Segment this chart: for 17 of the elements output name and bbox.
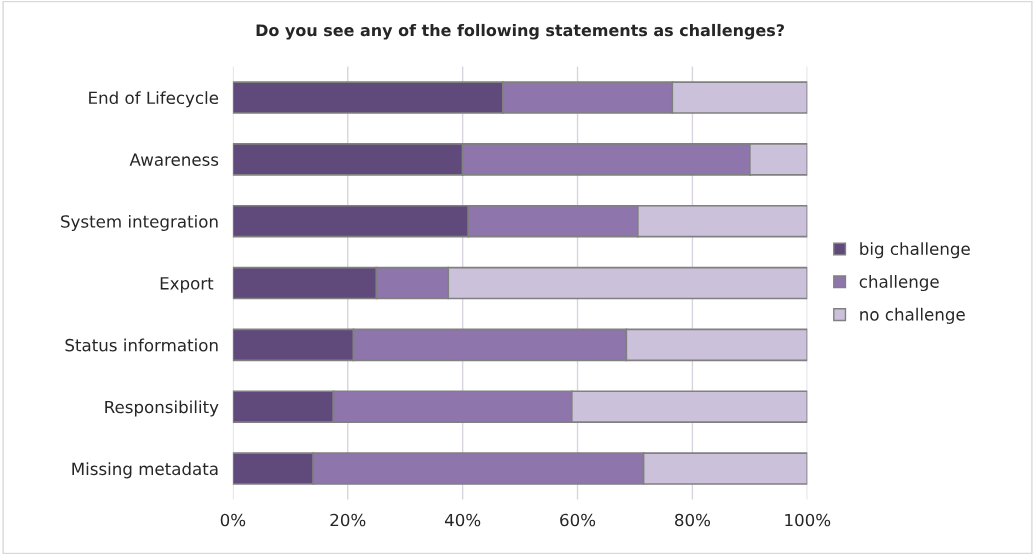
y-tick-label: Awareness [129, 153, 219, 166]
y-tick-label: End of Lifecycle [89, 91, 219, 108]
x-tick-label: 20% [330, 513, 366, 527]
y-tick-label: Missing metadata [72, 462, 218, 479]
x-tick-label: 80% [675, 513, 711, 527]
chart-title: Do you see any of the following statements as challenges? [256, 23, 784, 40]
legend-label: no challenge [860, 307, 965, 324]
y-tick-label: Status information [65, 338, 218, 352]
legend-label: challenge [859, 274, 939, 292]
x-tick-label: 0% [220, 513, 246, 527]
x-tick-label: 60% [560, 513, 596, 527]
legend-label: big challenge [860, 242, 970, 259]
x-tick-label: 40% [444, 513, 481, 527]
y-tick-label: Export [160, 277, 214, 293]
x-tick-label: 100% [785, 513, 831, 527]
y-tick-label: System integration [61, 214, 218, 232]
y-tick-label: Responsibility [105, 400, 219, 417]
